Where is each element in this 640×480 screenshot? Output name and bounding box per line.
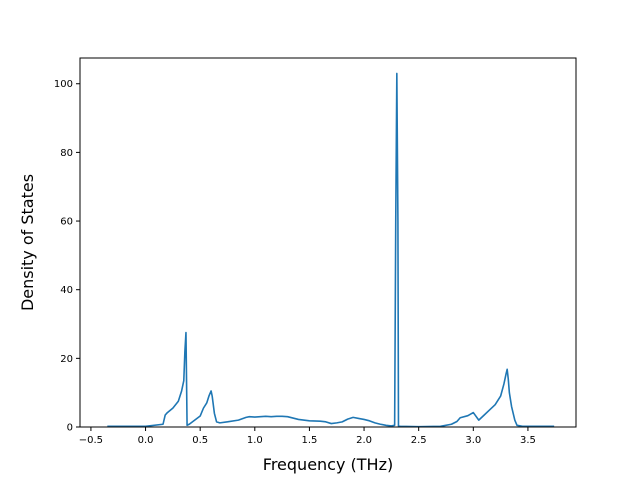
axes-frame — [79, 57, 577, 428]
y-axis-ticks: 0 20 40 60 80 100 — [54, 79, 80, 434]
x-tick-label: 2.0 — [356, 435, 372, 446]
x-tick-label: 3.0 — [465, 435, 481, 446]
y-tick-label: 20 — [60, 354, 73, 365]
y-tick-label: 0 — [67, 423, 73, 434]
x-axis-ticks: −0.5 0.0 0.5 1.0 1.5 2.0 2.5 3.0 3.5 — [79, 427, 536, 446]
y-axis-label: Density of States — [18, 174, 37, 311]
x-tick-label: 1.5 — [301, 435, 317, 446]
x-tick-label: 0.0 — [138, 435, 154, 446]
x-tick-label: 2.5 — [411, 435, 427, 446]
x-tick-label: 1.0 — [247, 435, 263, 446]
plot-area — [107, 72, 555, 428]
x-tick-label: −0.5 — [79, 435, 103, 446]
y-tick-label: 100 — [54, 79, 73, 90]
x-tick-label: 0.5 — [192, 435, 208, 446]
y-tick-label: 60 — [60, 217, 73, 228]
y-tick-label: 40 — [60, 285, 73, 296]
x-axis-label: Frequency (THz) — [263, 455, 393, 474]
y-tick-label: 80 — [60, 148, 73, 159]
x-tick-label: 3.5 — [520, 435, 536, 446]
dos-series-line — [107, 72, 555, 428]
